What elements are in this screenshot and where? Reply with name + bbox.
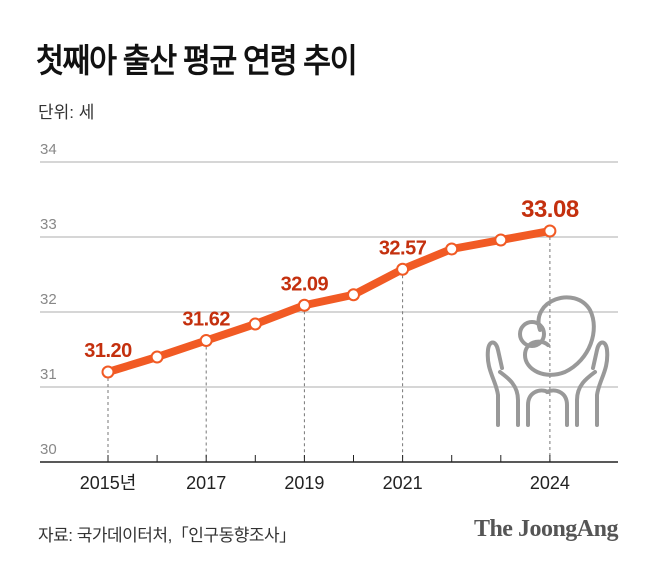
baby-head [518, 320, 546, 348]
data-point [297, 298, 311, 312]
y-tick-label: 33 [40, 216, 57, 233]
x-tick-label: 2015년 [80, 473, 137, 493]
publisher-logo: The JoongAng [473, 516, 619, 542]
y-tick-label: 34 [40, 141, 57, 158]
data-point [199, 334, 213, 347]
data-point [445, 242, 459, 256]
y-tick-label: 30 [40, 441, 57, 458]
icon-stroke [545, 388, 569, 427]
icon-stroke [575, 370, 597, 427]
data-label: 31.62 [182, 309, 230, 331]
source-note: 자료: 국가데이터처,「인구동향조사」 [38, 526, 296, 545]
icon-stroke [498, 370, 520, 427]
hands-holding-baby-icon [485, 295, 610, 427]
y-tick-label: 32 [40, 291, 57, 308]
data-label: 33.08 [521, 196, 579, 223]
icon-stroke [526, 388, 550, 427]
x-tick-label: 2019 [284, 473, 324, 493]
y-tick-label: 31 [40, 366, 57, 383]
data-point [150, 350, 164, 364]
data-point [248, 317, 262, 331]
x-tick-label: 2024 [530, 473, 570, 493]
data-label: 32.09 [281, 273, 329, 295]
data-point [101, 365, 115, 379]
data-point [543, 224, 557, 238]
unit-label: 단위: 세 [38, 103, 95, 122]
icon-stroke [485, 340, 504, 427]
x-tick-label: 2017 [186, 473, 226, 493]
data-label: 31.20 [84, 340, 132, 362]
data-label: 32.57 [379, 237, 427, 259]
icon-stroke [591, 340, 610, 427]
data-point [396, 262, 410, 276]
icon-stroke [523, 295, 596, 377]
x-tick-label: 2021 [383, 473, 423, 493]
series-line [104, 227, 554, 376]
data-point [347, 288, 360, 302]
data-point [494, 233, 508, 247]
chart-title: 첫째아 출산 평균 연령 추이 [36, 42, 358, 79]
